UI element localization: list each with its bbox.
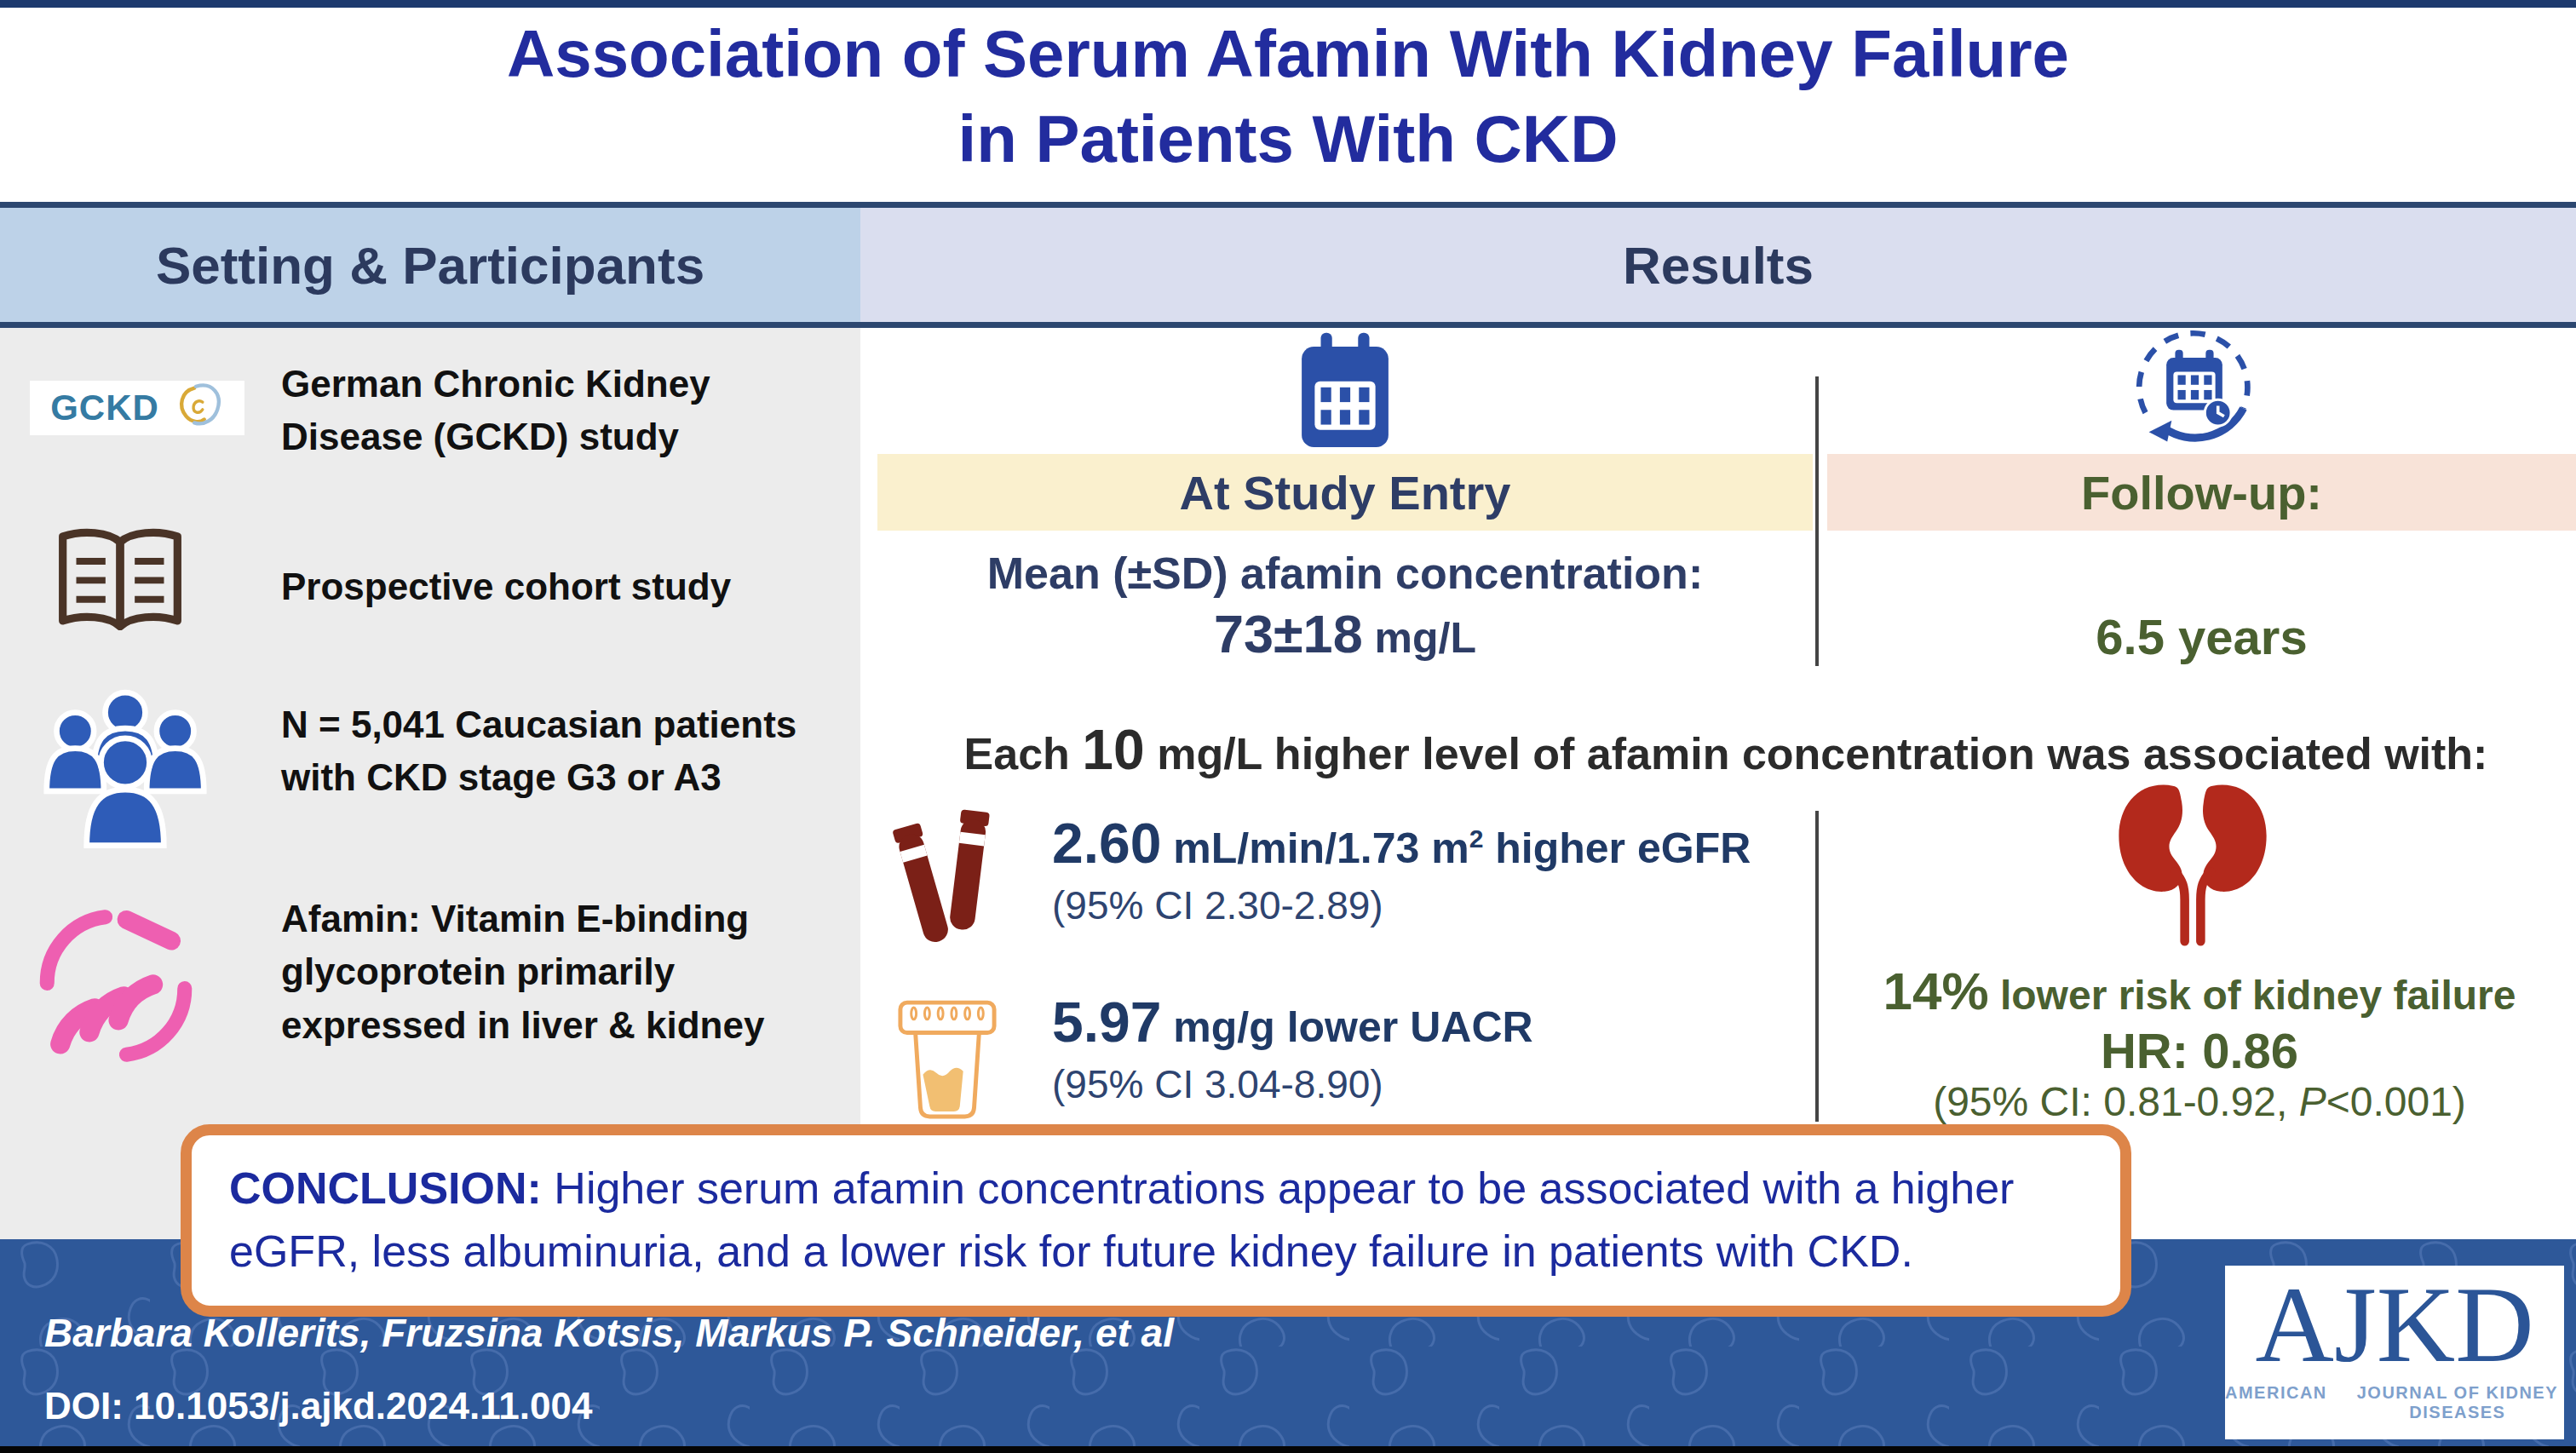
ajkd-logo-text: AJKD (2225, 1267, 2564, 1381)
at-study-entry-band: At Study Entry (877, 454, 1813, 531)
section-header-results: Results (860, 208, 2576, 322)
vertical-divider-top (1815, 376, 1819, 666)
follow-up-duration: 6.5 years (1827, 608, 2576, 665)
section-header-band: Setting & Participants Results (0, 202, 2576, 328)
kidney-ci-post: <0.001) (2326, 1079, 2466, 1124)
egfr-stat-line: 2.60 mL/min/1.73 m2 higher eGFR (1052, 811, 1751, 876)
mean-value: 73±18 (1214, 604, 1363, 663)
association-pre: Each (964, 729, 1083, 778)
hazard-ratio: HR: 0.86 (1823, 1022, 2576, 1079)
kidneys-icon (2111, 765, 2274, 966)
egfr-unit-a: mL/min/1.73 m (1161, 824, 1469, 872)
protein-ribbon-icon (26, 899, 206, 1077)
conclusion-label: CONCLUSION: (229, 1163, 542, 1213)
participants-item-n-patients: N = 5,041 Caucasian patients with CKD st… (281, 698, 860, 805)
kidney-ci-p: P (2299, 1079, 2326, 1124)
uacr-ci: (95% CI 3.04-8.90) (1052, 1061, 1533, 1107)
authors-line: Barbara Kollerits, Fruzsina Kotsis, Mark… (44, 1310, 1174, 1356)
gckd-logo: GCKD (30, 381, 244, 435)
uacr-stat: 5.97 mg/g lower UACR (95% CI 3.04-8.90) (1052, 990, 1533, 1107)
page-title: Association of Serum Afamin With Kidney … (0, 12, 2576, 182)
calendar-icon (1297, 330, 1394, 467)
kidney-risk-value: 14% (1883, 962, 1989, 1020)
visual-abstract: Association of Serum Afamin With Kidney … (0, 0, 2576, 1453)
association-heading: Each 10 mg/L higher level of afamin conc… (877, 717, 2574, 782)
mean-value-line: 73±18 mg/L (877, 603, 1813, 664)
egfr-stat: 2.60 mL/min/1.73 m2 higher eGFR (95% CI … (1052, 811, 1751, 928)
gckd-swirl-icon (171, 380, 224, 436)
urine-cup-icon (896, 985, 998, 1141)
kidney-ci-pre: (95% CI: 0.81-0.92, (1933, 1079, 2299, 1124)
egfr-value: 2.60 (1052, 812, 1161, 875)
patient-group-icon (32, 688, 218, 852)
egfr-ci: (95% CI 2.30-2.89) (1052, 882, 1751, 928)
page-title-line1: Association of Serum Afamin With Kidney … (0, 12, 2576, 97)
gckd-logo-text: GCKD (50, 388, 159, 428)
vertical-divider-bottom (1815, 811, 1819, 1122)
afamin-concentration-stat: Mean (±SD) afamin concentration: 73±18 m… (877, 547, 1813, 664)
page-title-line2: in Patients With CKD (0, 97, 2576, 182)
doi-line: DOI: 10.1053/j.ajkd.2024.11.004 (44, 1385, 592, 1427)
mean-label: Mean (±SD) afamin concentration: (877, 547, 1813, 600)
top-border-strip (0, 0, 2576, 8)
participants-item-cohort: Prospective cohort study (281, 560, 860, 613)
ajkd-logo-subtitle: AMERICAN JOURNAL OF KIDNEY DISEASES (2225, 1383, 2564, 1422)
open-book-icon (47, 526, 193, 642)
section-header-setting-participants: Setting & Participants (0, 208, 860, 322)
bottom-border-strip (0, 1446, 2576, 1453)
egfr-superscript: 2 (1469, 824, 1484, 853)
mean-unit: mg/L (1363, 614, 1476, 662)
uacr-unit: mg/g lower UACR (1161, 1003, 1532, 1051)
participants-item-gckd-study: German Chronic Kidney Disease (GCKD) stu… (281, 358, 860, 464)
follow-up-band: Follow-up: (1827, 454, 2576, 531)
uacr-value: 5.97 (1052, 991, 1161, 1054)
egfr-unit-b: higher eGFR (1483, 824, 1751, 872)
kidney-failure-risk-line: 14% lower risk of kidney failure (1823, 961, 2576, 1021)
association-dose: 10 (1082, 718, 1144, 781)
ajkd-sub-left: AMERICAN (2225, 1383, 2327, 1422)
blood-tubes-icon (893, 804, 1000, 969)
conclusion-box: CONCLUSION: Higher serum afamin concentr… (181, 1124, 2131, 1317)
kidney-failure-ci: (95% CI: 0.81-0.92, P<0.001) (1823, 1078, 2576, 1125)
uacr-stat-line: 5.97 mg/g lower UACR (1052, 990, 1533, 1054)
ajkd-sub-right: JOURNAL OF KIDNEY DISEASES (2351, 1383, 2564, 1422)
ajkd-logo: AJKD AMERICAN JOURNAL OF KIDNEY DISEASES (2225, 1266, 2564, 1439)
association-post: mg/L higher level of afamin concentratio… (1145, 729, 2488, 778)
calendar-cycle-icon (2128, 325, 2261, 462)
participants-item-afamin-def: Afamin: Vitamin E-binding glycoprotein p… (281, 893, 860, 1052)
kidney-risk-text: lower risk of kidney failure (1989, 973, 2516, 1018)
